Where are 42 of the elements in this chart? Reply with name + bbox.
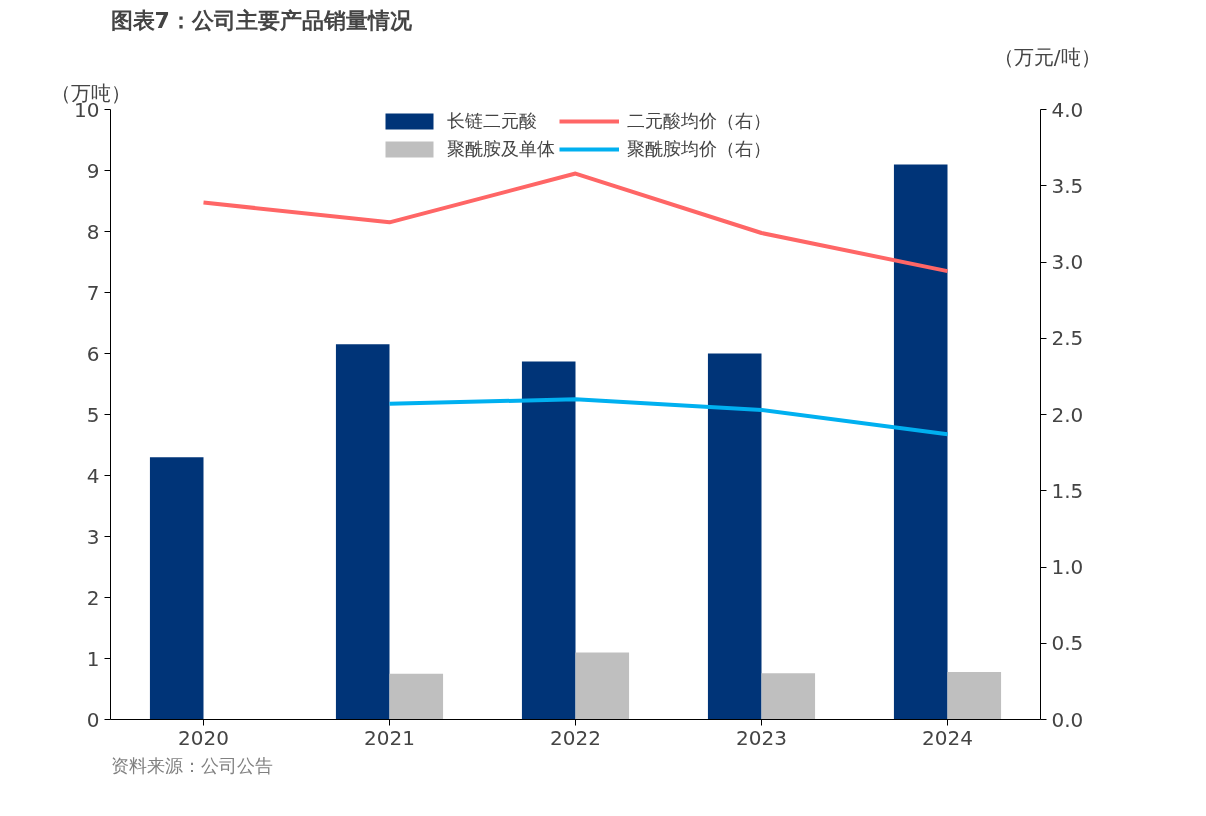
legend-label: 长链二元酸 (447, 109, 537, 133)
y2-axis-title: （万元/吨） (993, 44, 1101, 69)
bar (947, 671, 1002, 720)
y-tick-label: 0 (86, 707, 100, 732)
y2-tick-label: 4.0 (1051, 97, 1084, 122)
y2-tick-label: 1.5 (1051, 478, 1084, 503)
chart-title: 图表7：公司主要产品销量情况 (110, 7, 413, 33)
y2-tick-label: 0.0 (1051, 707, 1084, 732)
y-tick-label: 6 (86, 341, 100, 366)
legend-label: 聚酰胺均价（右） (627, 137, 771, 161)
y-tick-label: 2 (86, 585, 100, 610)
y-tick-label: 1 (86, 646, 100, 671)
x-tick-label: 2023 (736, 725, 787, 750)
y2-tick-label: 3.5 (1051, 173, 1084, 198)
bar (575, 652, 630, 720)
y2-tick-label: 3.0 (1051, 250, 1084, 274)
x-tick-label: 2022 (550, 725, 601, 750)
bar (521, 361, 576, 720)
line-series (387, 397, 950, 437)
bar (893, 164, 948, 720)
bar (707, 353, 762, 720)
x-tick-label: 2021 (364, 725, 415, 750)
bar (335, 344, 390, 720)
y-tick-label: 4 (86, 463, 100, 488)
x-tick-label: 2024 (922, 725, 973, 750)
line-series (201, 171, 950, 274)
y2-tick-label: 0.5 (1051, 631, 1084, 656)
bar (149, 457, 204, 720)
y2-tick-label: 1.0 (1051, 555, 1084, 579)
y-tick-label: 9 (86, 158, 100, 183)
x-tick-label: 2020 (178, 725, 229, 750)
legend-label: 二元酸均价（右） (627, 109, 771, 133)
y-tick-label: 7 (86, 280, 100, 305)
text: 资料来源：公司公告 (110, 754, 273, 776)
bar (389, 673, 444, 720)
y-tick-label: 8 (86, 219, 100, 244)
y-tick-label: 5 (86, 402, 100, 427)
y2-tick-label: 2.0 (1051, 402, 1084, 427)
y2-tick-label: 2.5 (1051, 326, 1084, 351)
y-tick-label: 3 (86, 524, 100, 549)
legend-label: 聚酰胺及单体 (447, 137, 555, 161)
bar (761, 673, 816, 720)
